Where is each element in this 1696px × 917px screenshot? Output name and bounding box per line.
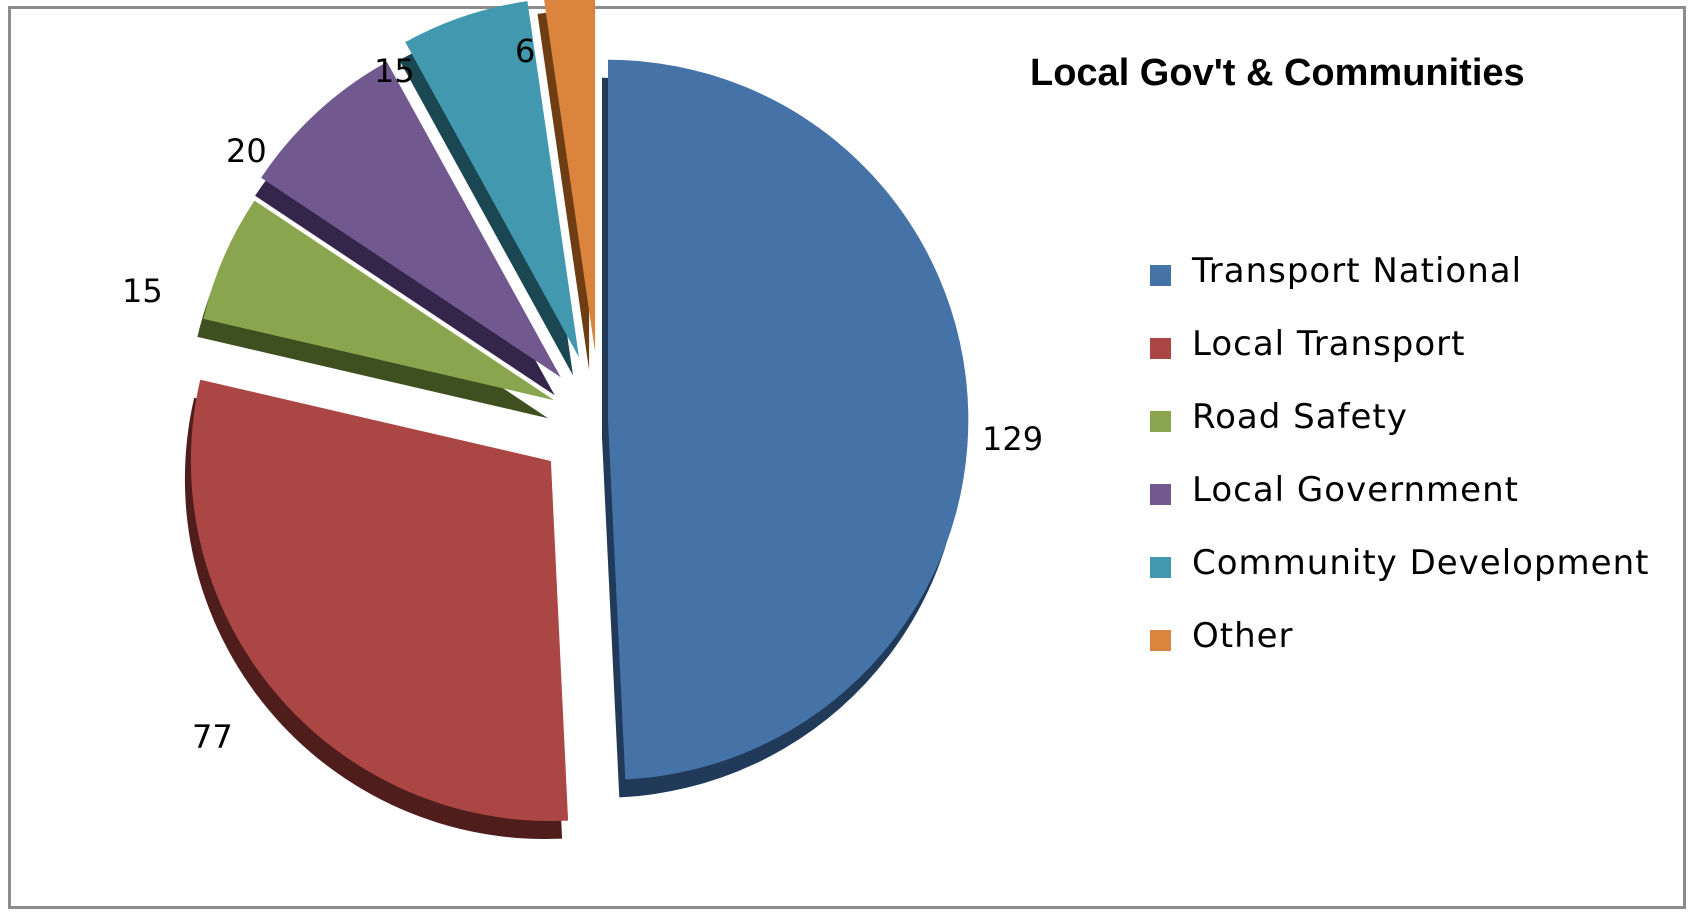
legend-swatch: [1150, 411, 1171, 432]
data-label-community-development: 15: [374, 52, 415, 90]
pie-slice-other: [544, 0, 596, 353]
legend-swatch: [1150, 484, 1171, 505]
pie-slice-transport-national: [608, 59, 969, 780]
chart-title: Local Gov't & Communities: [1030, 52, 1525, 94]
legend-label: Other: [1192, 616, 1294, 656]
pie-slice-community-development: [405, 1, 579, 358]
legend-swatch: [1150, 265, 1171, 286]
data-label-local-government: 20: [226, 132, 267, 170]
legend-label: Local Transport: [1192, 324, 1466, 364]
legend-label: Community Development: [1192, 543, 1650, 583]
legend-swatch: [1150, 630, 1171, 651]
legend-label: Road Safety: [1192, 397, 1408, 437]
legend-label: Transport National: [1192, 251, 1523, 291]
legend-swatch: [1150, 557, 1171, 578]
slice-top-layer: [190, 0, 969, 822]
legend-swatch: [1150, 338, 1171, 359]
pie-slice-local-transport: [190, 379, 569, 822]
data-label-local-transport: 77: [192, 718, 233, 756]
legend-label: Local Government: [1192, 470, 1519, 510]
data-label-transport-national: 129: [982, 420, 1044, 458]
pie-slice-local-government: [261, 62, 561, 378]
data-label-other: 6: [515, 32, 536, 70]
data-label-road-safety: 15: [122, 272, 163, 310]
pie-slice-road-safety: [203, 200, 555, 401]
